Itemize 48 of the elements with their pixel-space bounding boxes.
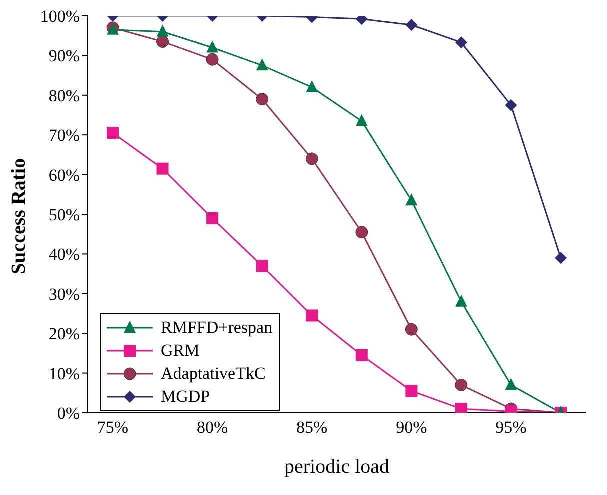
point [406, 194, 418, 206]
point [356, 349, 368, 362]
x-tick-label: 75% [97, 418, 129, 438]
legend-label: MGDP [161, 386, 210, 408]
y-tick-label: 90% [48, 46, 80, 66]
y-tick-label: 40% [48, 245, 80, 264]
point [256, 260, 268, 272]
x-axis-title: periodic load [284, 456, 390, 478]
x-tick-label: 85% [296, 418, 328, 438]
point [306, 152, 318, 166]
point [405, 323, 418, 336]
y-tick-label: 70% [48, 126, 80, 146]
y-tick-label: 50% [48, 206, 80, 225]
point [107, 127, 119, 140]
point [156, 36, 170, 48]
point [206, 212, 219, 224]
legend-label: AdaptativeTkC [161, 363, 266, 385]
point [455, 36, 468, 49]
y-axis-title: Success Ratio [8, 158, 30, 274]
point [206, 53, 219, 66]
point [505, 378, 518, 390]
point [356, 114, 368, 126]
x-tick-label: 95% [496, 418, 527, 438]
point [306, 80, 318, 92]
point [406, 385, 418, 398]
legend-label: GRM [161, 340, 200, 362]
point [256, 58, 268, 71]
point [256, 93, 269, 106]
legend-label: RMFFD+respan [161, 317, 273, 339]
y-tick-label: 20% [48, 324, 80, 344]
y-tick-label: 10% [48, 364, 80, 384]
point [455, 378, 468, 392]
point [406, 19, 418, 32]
point [455, 294, 468, 307]
y-tick-label: 30% [48, 284, 80, 304]
point [505, 99, 518, 112]
y-tick-label: 0% [57, 404, 80, 424]
point [156, 24, 169, 37]
y-tick-label: 80% [48, 86, 80, 106]
x-tick-label: 90% [396, 418, 428, 438]
y-tick-label: 60% [48, 166, 80, 185]
point [356, 226, 368, 239]
x-tick-label: 80% [196, 418, 228, 438]
point [306, 310, 318, 322]
point [156, 162, 169, 175]
point [555, 252, 567, 264]
point [206, 40, 219, 53]
y-tick-label: 100% [40, 7, 80, 26]
